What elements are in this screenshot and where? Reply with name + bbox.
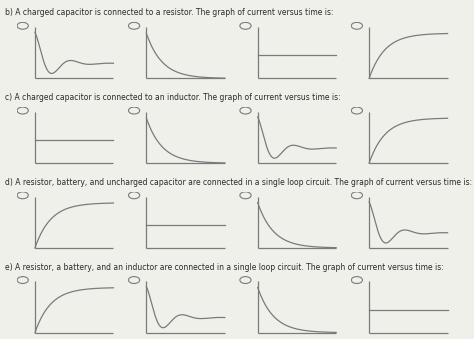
Text: e) A resistor, a battery, and an inductor are connected in a single loop circuit: e) A resistor, a battery, and an inducto… <box>5 263 444 272</box>
Text: c) A charged capacitor is connected to an inductor. The graph of current versus : c) A charged capacitor is connected to a… <box>5 93 340 102</box>
Text: d) A resistor, battery, and uncharged capacitor are connected in a single loop c: d) A resistor, battery, and uncharged ca… <box>5 178 472 187</box>
Text: b) A charged capacitor is connected to a resistor. The graph of current versus t: b) A charged capacitor is connected to a… <box>5 8 333 18</box>
